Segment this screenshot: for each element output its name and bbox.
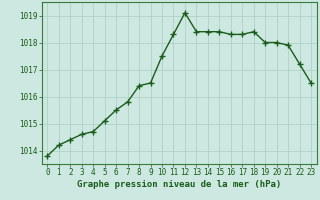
X-axis label: Graphe pression niveau de la mer (hPa): Graphe pression niveau de la mer (hPa) [77,180,281,189]
